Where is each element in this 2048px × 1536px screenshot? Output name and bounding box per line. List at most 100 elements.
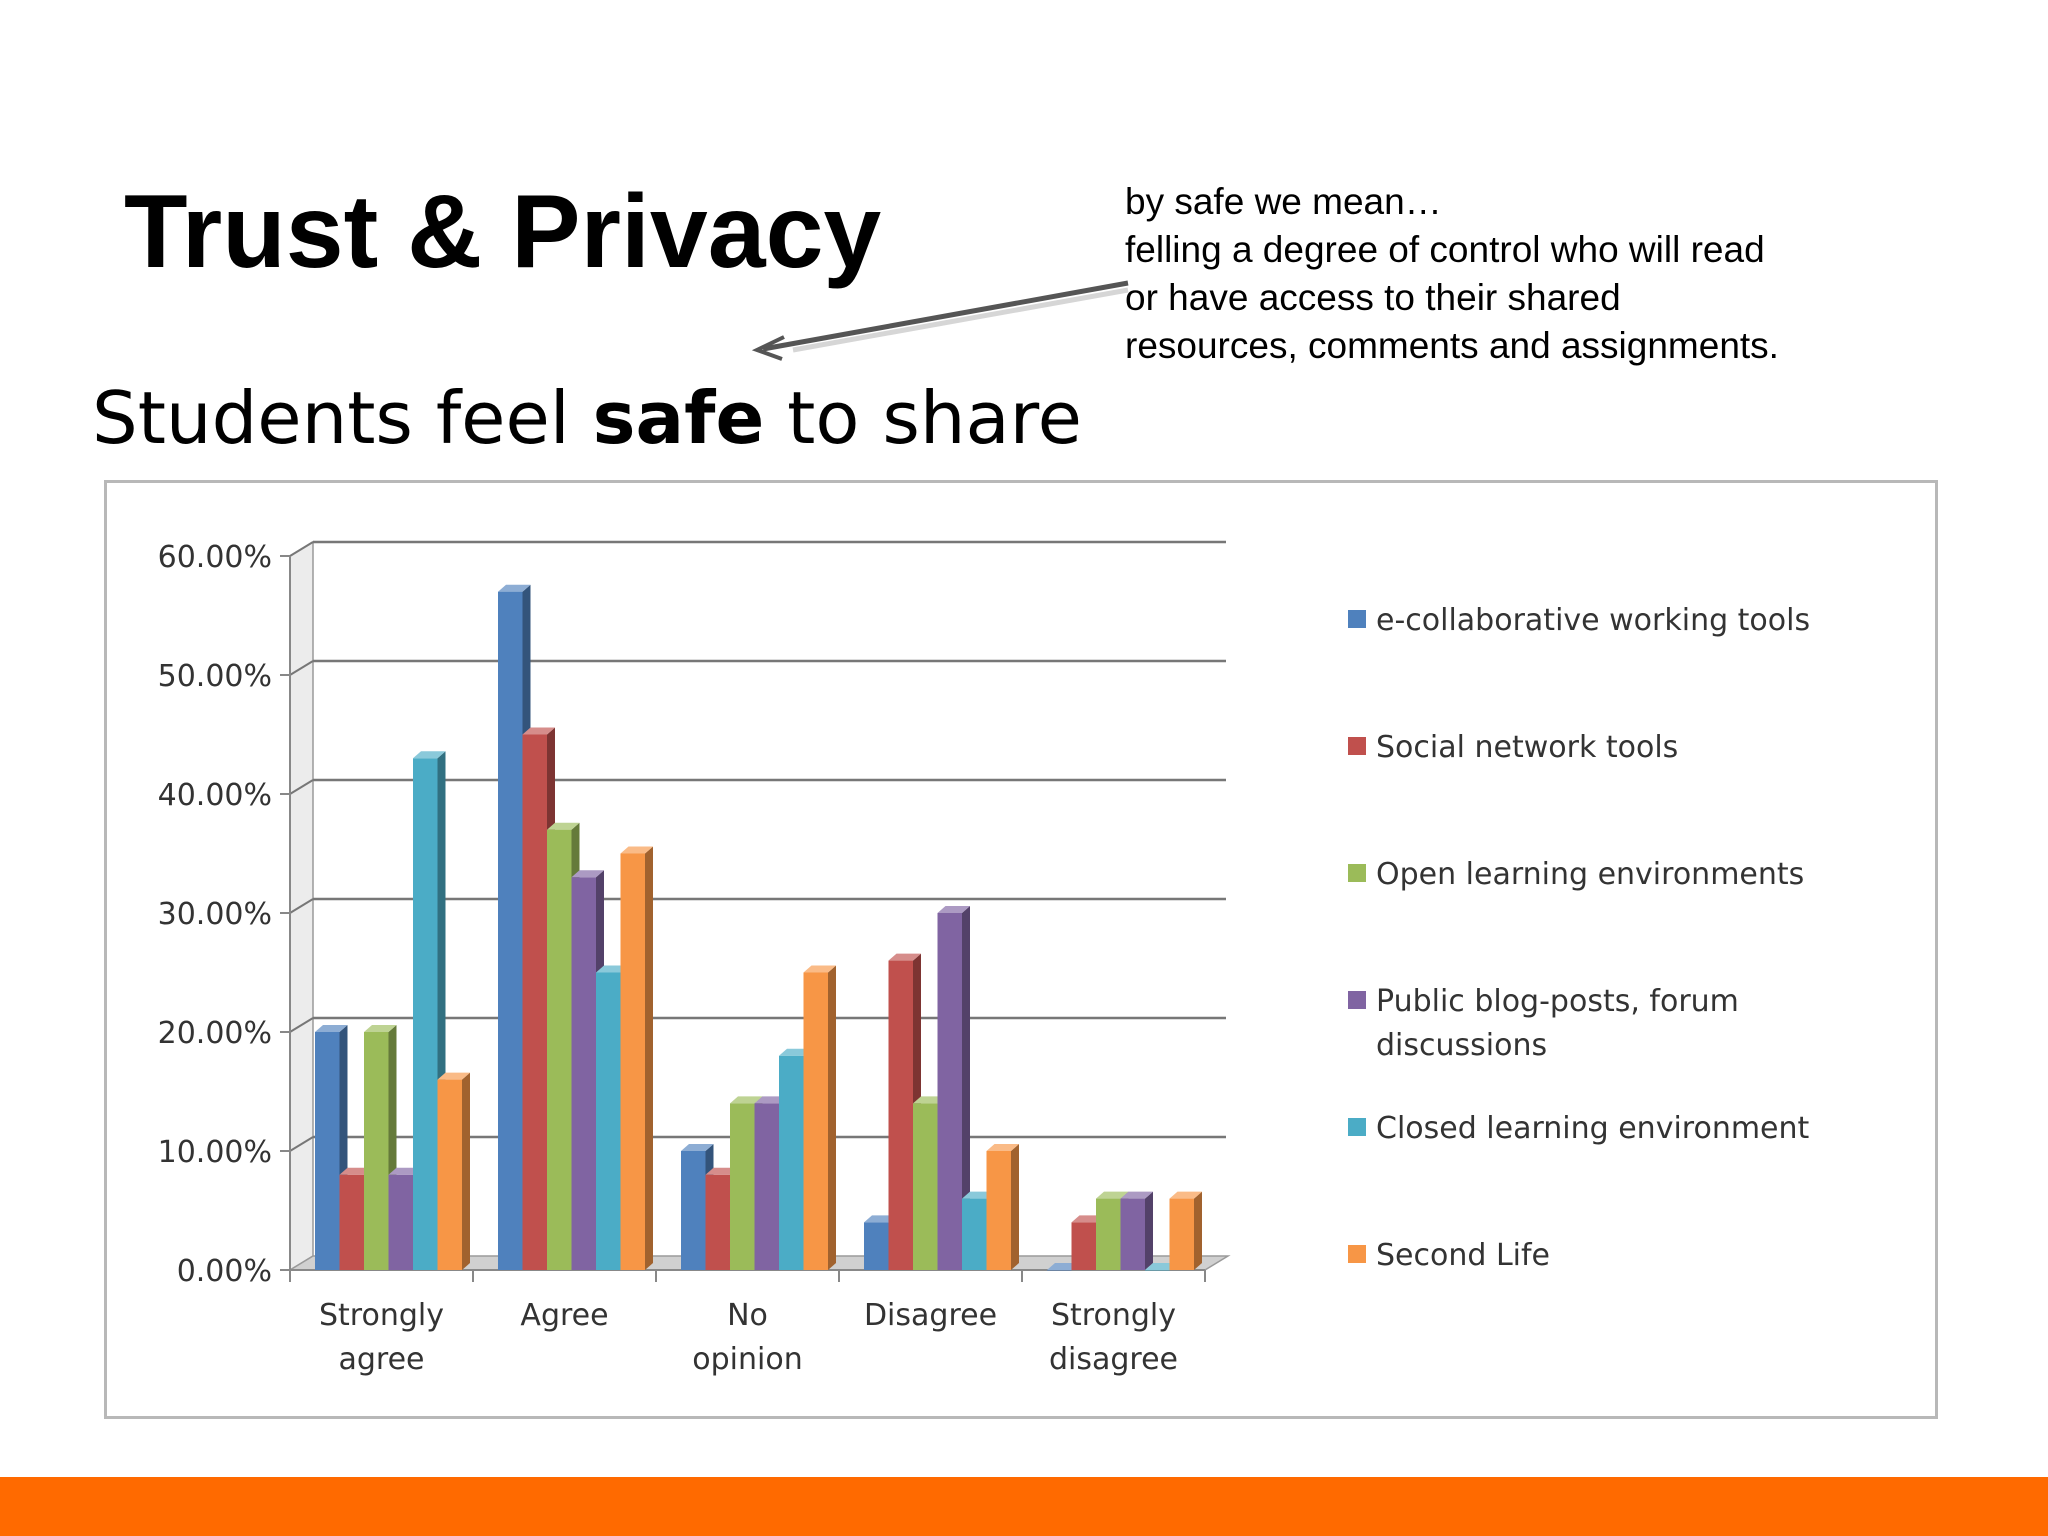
bar-top <box>779 1048 812 1056</box>
x-category-label: Agree <box>520 1298 608 1333</box>
y-tick-label: 20.00% <box>158 1016 272 1051</box>
gridline-diagonal <box>289 541 314 557</box>
bar-side <box>1194 1191 1202 1270</box>
legend-label: Open learning environments <box>1376 857 1804 892</box>
bar-top <box>498 584 531 592</box>
bar <box>364 1032 389 1270</box>
bar-top <box>1169 1191 1202 1199</box>
legend-label: e-collaborative working tools <box>1376 603 1810 638</box>
legend-swatch <box>1348 864 1366 882</box>
bar <box>937 913 962 1270</box>
bar-side <box>1011 1144 1019 1270</box>
y-tick-label: 30.00% <box>158 897 272 932</box>
bar <box>962 1198 987 1270</box>
y-tick-label: 10.00% <box>158 1135 272 1170</box>
y-tick-label: 0.00% <box>177 1254 272 1289</box>
bar <box>681 1151 706 1270</box>
bar <box>754 1103 779 1270</box>
bar-chart: 0.00% 10.00% 20.00% 30.00% 40.00% 50.00% 60.00… <box>158 540 1811 1377</box>
bar-top <box>1047 1263 1080 1270</box>
bar <box>596 972 621 1270</box>
slide-title: Trust & Privacy <box>124 174 882 290</box>
gridline-diagonal <box>289 898 314 914</box>
bar <box>315 1032 340 1270</box>
x-category-label: agree <box>338 1342 424 1377</box>
subtitle-text-start: Students feel <box>92 376 593 460</box>
gridline-diagonal <box>289 660 314 676</box>
x-category-label: opinion <box>692 1342 802 1377</box>
bar <box>522 734 547 1270</box>
bar-side <box>962 906 970 1270</box>
legend-swatch <box>1348 737 1366 755</box>
bar <box>498 591 523 1270</box>
x-category-label: disagree <box>1049 1342 1178 1377</box>
bar <box>986 1151 1011 1270</box>
bar-top <box>803 965 836 973</box>
legend-swatch <box>1348 610 1366 628</box>
bar-top <box>730 1096 763 1104</box>
bar <box>888 960 913 1270</box>
bar <box>1071 1222 1096 1270</box>
bar <box>1120 1198 1145 1270</box>
bar-top <box>937 906 970 913</box>
bar <box>803 972 828 1270</box>
note-line: or have access to their shared <box>1125 277 1621 318</box>
legend-label: discussions <box>1376 1028 1547 1063</box>
note-line: by safe we mean… <box>1125 181 1442 222</box>
bar-top <box>596 965 629 973</box>
bar <box>705 1174 730 1270</box>
x-category-label: Strongly <box>319 1298 444 1333</box>
bar <box>1047 1270 1072 1271</box>
bar-top <box>1071 1215 1104 1223</box>
note-line: resources, comments and assignments. <box>1125 325 1779 366</box>
bar <box>547 829 572 1270</box>
bar-top <box>522 727 555 735</box>
bar <box>913 1103 938 1270</box>
gridline-diagonal <box>289 1136 314 1152</box>
bar-top <box>388 1167 421 1175</box>
y-tick-label: 50.00% <box>158 659 272 694</box>
legend-label: Social network tools <box>1376 730 1678 765</box>
x-category-label: Disagree <box>864 1298 997 1333</box>
bar-top <box>986 1144 1019 1151</box>
legend-swatch <box>1348 1118 1366 1136</box>
bar-top <box>364 1025 397 1032</box>
bar-side <box>645 846 653 1270</box>
bar <box>1145 1270 1170 1271</box>
bar-top <box>339 1167 372 1175</box>
subtitle-text-end: to share <box>764 376 1082 460</box>
legend-label: Public blog-posts, forum <box>1376 984 1739 1019</box>
bar <box>339 1174 364 1270</box>
note-line: felling a degree of control who will rea… <box>1125 229 1765 270</box>
legend-label: Closed learning environment <box>1376 1111 1810 1146</box>
legend-swatch <box>1348 1245 1366 1263</box>
bar-top <box>413 751 446 759</box>
bar <box>413 758 438 1270</box>
bar-top <box>620 846 653 854</box>
bar <box>571 877 596 1270</box>
slide-subtitle: Students feel safe to share <box>92 382 1082 454</box>
gridline-diagonal <box>289 1017 314 1033</box>
bar-top <box>1120 1191 1153 1199</box>
x-category-label: Strongly <box>1051 1298 1176 1333</box>
bar-top <box>962 1191 995 1199</box>
bar-top <box>571 870 604 878</box>
bar <box>864 1222 889 1270</box>
y-tick-label: 60.00% <box>158 540 272 575</box>
y-tick-label: 40.00% <box>158 778 272 813</box>
bar-top <box>754 1096 787 1104</box>
definition-note: by safe we mean… felling a degree of con… <box>1125 178 1779 370</box>
bar <box>620 853 645 1270</box>
bar <box>388 1174 413 1270</box>
chart-frame: 0.00% 10.00% 20.00% 30.00% 40.00% 50.00% 60.00… <box>104 480 1938 1419</box>
bar-top <box>315 1025 348 1032</box>
bar-top <box>1145 1263 1178 1270</box>
bar-top <box>437 1072 470 1080</box>
bar <box>779 1055 804 1270</box>
legend-swatch <box>1348 991 1366 1009</box>
bar-top <box>888 953 921 961</box>
bar-top <box>913 1096 946 1104</box>
pointer-arrow-icon <box>751 280 1129 361</box>
bar <box>437 1079 462 1270</box>
bar <box>1096 1198 1121 1270</box>
